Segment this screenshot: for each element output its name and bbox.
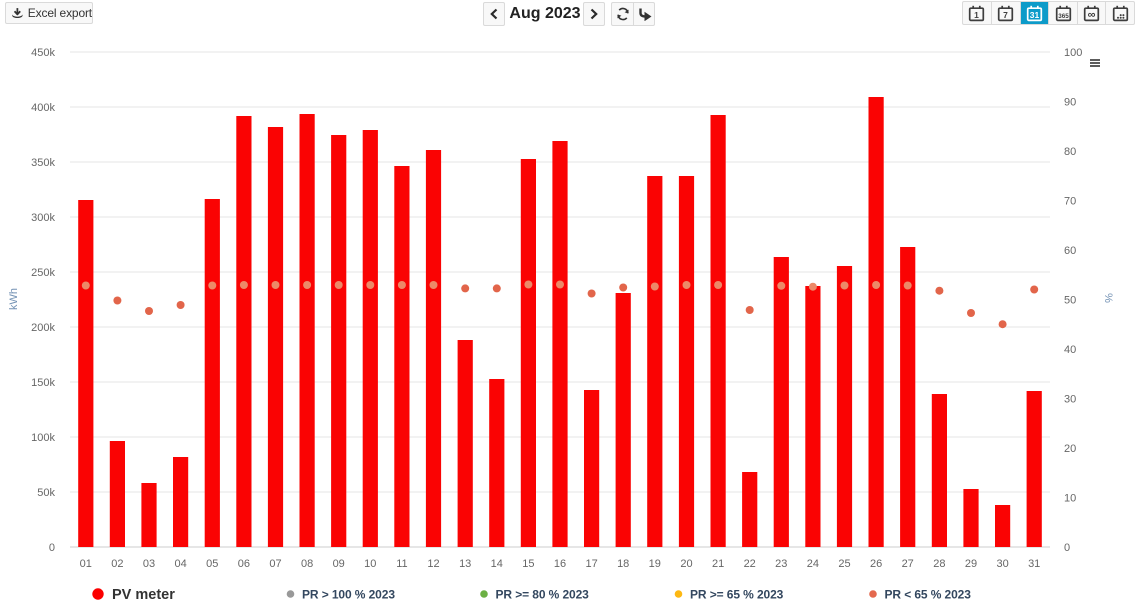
svg-text:26: 26 [870, 558, 882, 570]
svg-text:PR > 100 % 2023: PR > 100 % 2023 [302, 588, 395, 602]
svg-text:150k: 150k [31, 377, 55, 389]
svg-text:14: 14 [491, 558, 503, 570]
svg-text:450k: 450k [31, 47, 55, 59]
svg-text:∞: ∞ [1088, 9, 1096, 21]
svg-text:03: 03 [143, 558, 155, 570]
svg-text:PR >= 65 % 2023: PR >= 65 % 2023 [690, 588, 784, 602]
svg-text:30: 30 [996, 558, 1008, 570]
svg-text:300k: 300k [31, 212, 55, 224]
svg-text:25: 25 [838, 558, 850, 570]
svg-text:100k: 100k [31, 432, 55, 444]
svg-text:29: 29 [965, 558, 977, 570]
svg-text:10: 10 [364, 558, 376, 570]
svg-text:365: 365 [1058, 13, 1069, 20]
svg-text:kWh: kWh [8, 288, 20, 310]
svg-text:250k: 250k [31, 267, 55, 279]
svg-text:PV meter: PV meter [112, 587, 175, 603]
svg-text:08: 08 [301, 558, 313, 570]
svg-text:0: 0 [49, 542, 55, 554]
svg-text:27: 27 [902, 558, 914, 570]
svg-text:60: 60 [1064, 245, 1076, 257]
svg-text:17: 17 [585, 558, 597, 570]
svg-text:80: 80 [1064, 146, 1076, 158]
svg-text:28: 28 [933, 558, 945, 570]
svg-text:200k: 200k [31, 322, 55, 334]
svg-text:90: 90 [1064, 97, 1076, 109]
svg-text:06: 06 [238, 558, 250, 570]
svg-text:%: % [1102, 293, 1114, 303]
svg-text:31: 31 [1030, 10, 1040, 20]
svg-text:PR >= 80 % 2023: PR >= 80 % 2023 [496, 588, 590, 602]
svg-text:7: 7 [1004, 10, 1009, 20]
svg-text:100: 100 [1064, 47, 1082, 59]
svg-text:18: 18 [617, 558, 629, 570]
svg-text:20: 20 [1064, 443, 1076, 455]
svg-text:11: 11 [396, 558, 407, 570]
svg-text:22: 22 [744, 558, 756, 570]
svg-text:23: 23 [775, 558, 787, 570]
svg-text:10: 10 [1064, 493, 1076, 505]
svg-text:70: 70 [1064, 196, 1076, 208]
svg-text:04: 04 [174, 558, 186, 570]
svg-text:09: 09 [333, 558, 345, 570]
svg-text:01: 01 [80, 558, 92, 570]
svg-text:31: 31 [1028, 558, 1040, 570]
svg-text:07: 07 [269, 558, 281, 570]
svg-text:16: 16 [554, 558, 566, 570]
svg-text:02: 02 [111, 558, 123, 570]
svg-text:PR < 65 % 2023: PR < 65 % 2023 [885, 588, 972, 602]
svg-text:20: 20 [680, 558, 692, 570]
svg-text:19: 19 [649, 558, 661, 570]
svg-text:1: 1 [974, 10, 979, 20]
svg-text:50k: 50k [37, 487, 55, 499]
svg-text:400k: 400k [31, 102, 55, 114]
svg-text:40: 40 [1064, 344, 1076, 356]
svg-text:0: 0 [1064, 542, 1070, 554]
svg-text:13: 13 [459, 558, 471, 570]
svg-text:21: 21 [712, 558, 724, 570]
svg-text:30: 30 [1064, 394, 1076, 406]
svg-text:50: 50 [1064, 295, 1076, 307]
svg-text:12: 12 [427, 558, 439, 570]
svg-text:05: 05 [206, 558, 218, 570]
svg-text:24: 24 [807, 558, 819, 570]
svg-text:350k: 350k [31, 157, 55, 169]
svg-text:15: 15 [522, 558, 534, 570]
